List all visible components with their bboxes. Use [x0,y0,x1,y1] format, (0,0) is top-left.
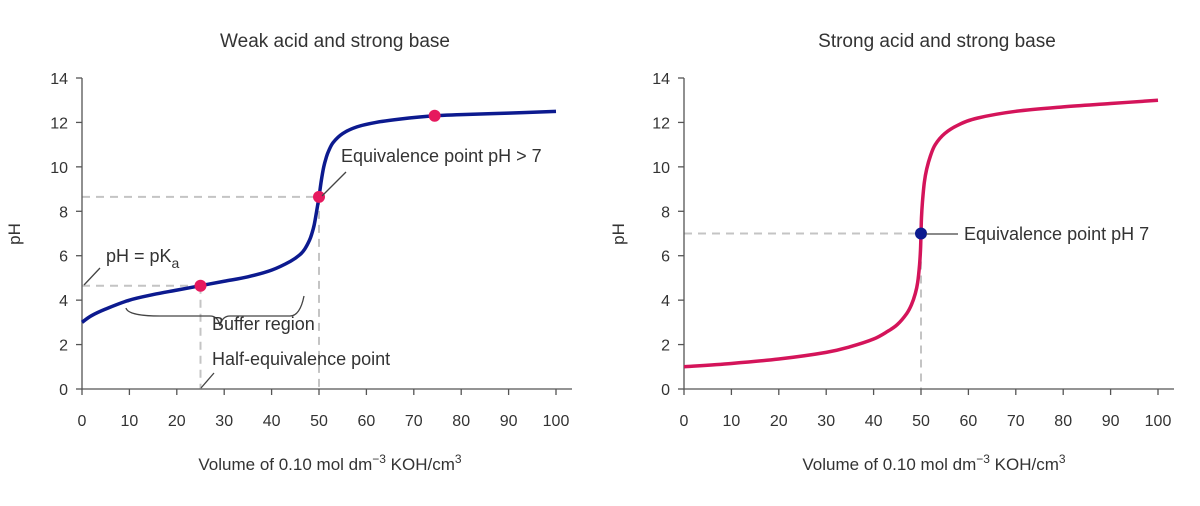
x-tick-label: 100 [543,413,570,430]
x-tick-label: 10 [121,413,139,430]
x-axis-label: Volume of 0.10 mol dm−3 KOH/cm3 [802,452,1066,474]
y-axis-label: pH [5,223,24,245]
key-point [915,227,927,240]
x-tick-label: 20 [770,413,788,430]
x-tick-label: 30 [215,413,233,430]
pka-leader [83,267,101,286]
x-tick-label: 80 [452,413,470,430]
x-tick-label: 100 [1145,413,1172,430]
x-tick-label: 80 [1054,413,1072,430]
y-tick-label: 8 [59,204,68,221]
pka-label: pH = pK [106,246,172,266]
y-tick-label: 6 [661,249,670,266]
key-point [313,190,325,203]
equivalence-leader [321,171,347,197]
y-tick-label: 4 [59,293,68,310]
strong-acid-chart: Strong acid and strong base pH 0 2 4 6 8 10 12… [609,31,1174,474]
x-tick-label: 50 [310,413,328,430]
x-tick-label: 0 [680,413,689,430]
y-ticks: 0 2 4 6 8 10 12 14 [652,71,684,399]
titration-curve-weak [80,109,557,324]
x-ticks: 0 10 20 30 40 50 60 70 80 90 100 [680,389,1172,430]
half-eq-leader [200,372,215,389]
axes [81,78,572,390]
x-tick-label: 70 [405,413,423,430]
x-label-sup: −3 [372,452,386,466]
x-tick-label: 40 [263,413,281,430]
equivalence-annotation-weak: Equivalence point pH > 7 [341,146,542,166]
y-tick-label: 2 [59,338,68,355]
y-tick-label: 2 [661,338,670,355]
guide-lines [82,195,320,389]
chart-title: Weak acid and strong base [220,31,450,52]
x-label-sup: −3 [976,452,990,466]
key-points [194,109,441,292]
pka-annotation: pH = pKa [106,246,180,271]
y-tick-label: 0 [59,382,68,399]
x-tick-label: 90 [1102,413,1120,430]
key-point [428,109,441,122]
x-label-sup: 3 [455,452,462,466]
x-label-text: Volume of 0.10 mol dm [198,455,372,474]
chart-title: Strong acid and strong base [818,31,1056,52]
y-tick-label: 10 [50,160,68,177]
y-tick-label: 4 [661,293,670,310]
half-eq-annotation: Half-equivalence point [212,349,390,369]
key-point [194,279,207,292]
y-axis-label: pH [609,223,628,245]
x-label-sup: 3 [1059,452,1066,466]
y-tick-label: 14 [652,71,670,88]
x-tick-label: 50 [912,413,930,430]
x-ticks: 0 10 20 30 40 50 60 70 80 90 100 [78,389,570,430]
y-tick-label: 10 [652,160,670,177]
axes [683,78,1174,390]
x-label-text: Volume of 0.10 mol dm [802,455,976,474]
y-ticks: 0 2 4 6 8 10 12 14 [50,71,82,399]
x-label-text: KOH/cm [386,455,455,474]
buffer-annotation: Buffer region [212,314,315,334]
guide-lines [684,232,922,389]
weak-acid-chart: Weak acid and strong base pH 0 2 4 6 8 10 12 14… [5,31,572,474]
equivalence-annotation-strong: Equivalence point pH 7 [964,224,1149,244]
x-tick-label: 30 [817,413,835,430]
y-tick-label: 6 [59,249,68,266]
x-tick-label: 20 [168,413,186,430]
y-tick-label: 12 [50,115,68,132]
titration-curve-strong [683,98,1159,369]
y-tick-label: 0 [661,382,670,399]
x-tick-label: 60 [358,413,376,430]
pka-subscript: a [172,255,180,271]
y-tick-label: 14 [50,71,68,88]
y-tick-label: 12 [652,115,670,132]
x-axis-label: Volume of 0.10 mol dm−3 KOH/cm3 [198,452,462,474]
key-points [915,227,927,240]
x-tick-label: 90 [500,413,518,430]
x-tick-label: 70 [1007,413,1025,430]
x-tick-label: 10 [723,413,741,430]
buffer-brace [125,295,305,327]
x-tick-label: 40 [865,413,883,430]
x-tick-label: 60 [960,413,978,430]
x-tick-label: 0 [78,413,87,430]
y-tick-label: 8 [661,204,670,221]
x-label-text: KOH/cm [990,455,1059,474]
